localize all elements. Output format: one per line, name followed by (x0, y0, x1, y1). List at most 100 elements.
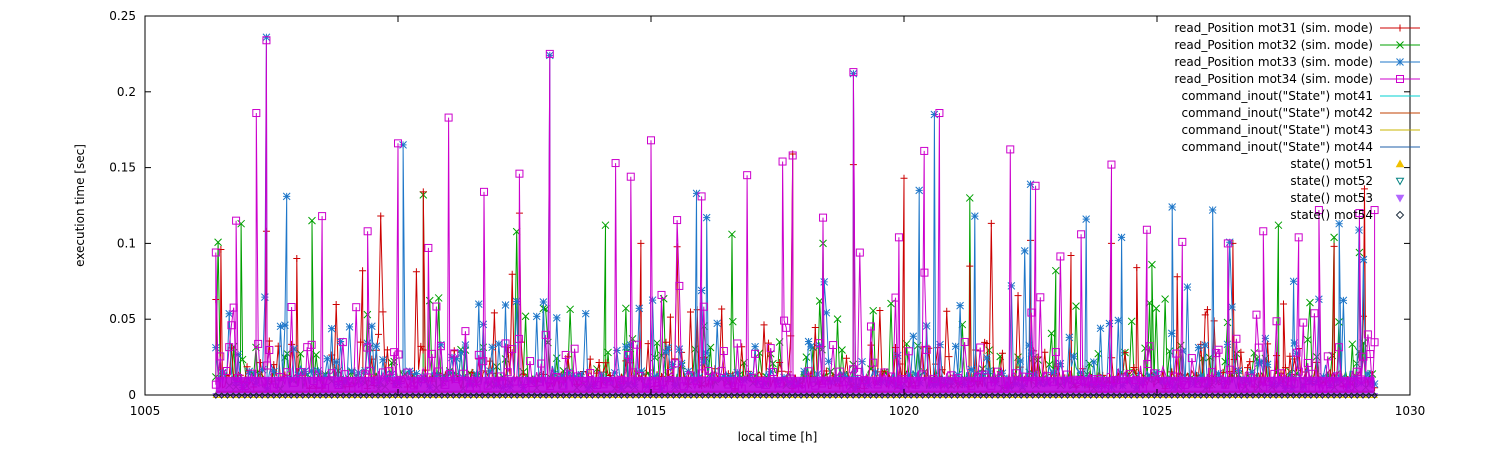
legend-item: state() mot52 (1290, 174, 1405, 188)
data-point (1246, 358, 1254, 366)
data-point (922, 345, 931, 354)
data-point (419, 346, 427, 354)
data-point (1395, 159, 1405, 168)
legend-item: command_inout("State") mot42 (1182, 106, 1420, 120)
data-point (1089, 358, 1098, 366)
data-point (338, 338, 347, 347)
data-point (263, 361, 272, 370)
data-point (1207, 368, 1216, 377)
data-point (1168, 203, 1177, 211)
data-point (849, 365, 858, 374)
legend-label: state() mot52 (1290, 174, 1373, 188)
data-point (390, 348, 399, 357)
data-point (1077, 230, 1086, 239)
data-point (1273, 352, 1281, 360)
data-point (1306, 298, 1314, 307)
data-point (760, 321, 768, 329)
data-point (437, 340, 445, 349)
data-point (1148, 260, 1156, 269)
data-point (970, 212, 979, 220)
data-point (444, 113, 453, 122)
x-tick-label: 1020 (889, 404, 920, 418)
data-point (1201, 341, 1210, 349)
data-point (225, 343, 234, 352)
data-point (956, 301, 964, 310)
data-point (1225, 365, 1234, 374)
data-point (245, 367, 254, 376)
data-point (566, 305, 575, 314)
data-point (1027, 349, 1036, 357)
data-point (1274, 221, 1283, 230)
data-point (1244, 364, 1252, 372)
data-point (367, 322, 376, 331)
data-point (692, 189, 701, 198)
data-point (802, 353, 811, 361)
data-point (869, 306, 878, 315)
data-point (515, 169, 524, 178)
data-point (1056, 252, 1065, 261)
data-point (719, 347, 728, 356)
data-point (702, 213, 711, 222)
data-point (552, 314, 561, 322)
data-point (1027, 308, 1036, 317)
data-point (281, 321, 289, 330)
data-point (537, 359, 546, 368)
data-point (461, 327, 470, 336)
data-point (778, 157, 787, 166)
y-tick-label: 0.1 (117, 236, 136, 250)
data-point (880, 368, 889, 377)
data-point (1142, 225, 1151, 234)
data-point (1228, 303, 1236, 311)
data-point (766, 367, 775, 376)
data-point (432, 302, 441, 311)
legend-label: state() mot54 (1290, 208, 1373, 222)
data-point (508, 345, 517, 354)
data-point (822, 308, 831, 317)
legend-label: state() mot51 (1290, 157, 1373, 171)
data-point (1082, 215, 1091, 223)
data-point (1339, 296, 1348, 305)
legend-label: read_Position mot34 (sim. mode) (1174, 72, 1373, 86)
data-point (1049, 368, 1058, 377)
data-point (448, 353, 456, 362)
data-point (1072, 302, 1080, 310)
legend-item: command_inout("State") mot41 (1182, 89, 1420, 103)
data-point (648, 296, 657, 304)
data-point (581, 309, 590, 318)
data-point (539, 298, 548, 306)
data-point (922, 322, 931, 330)
data-point (1395, 177, 1405, 186)
data-point (486, 357, 494, 365)
data-point (1094, 349, 1103, 358)
data-point (699, 302, 708, 311)
data-point (1360, 185, 1368, 193)
data-point (570, 344, 579, 353)
data-point (849, 68, 858, 77)
data-point (1263, 360, 1272, 369)
data-point (1051, 266, 1060, 275)
data-point (751, 349, 760, 358)
data-point (766, 344, 775, 353)
data-point (252, 109, 261, 118)
data-point (838, 346, 846, 354)
data-point (1303, 335, 1312, 344)
data-point (308, 216, 316, 225)
data-point (666, 369, 675, 378)
data-point (829, 341, 838, 350)
data-point (842, 354, 850, 362)
data-point (1225, 238, 1234, 247)
data-point (503, 368, 512, 377)
data-point (472, 370, 481, 379)
data-point (1127, 317, 1136, 326)
data-point (1167, 329, 1176, 338)
data-point (419, 188, 427, 196)
data-point (318, 212, 327, 221)
plot-area (211, 33, 1379, 400)
data-point (713, 319, 722, 328)
data-point (265, 346, 274, 355)
data-point (332, 358, 341, 366)
data-point (1323, 352, 1332, 361)
series-group (211, 33, 1379, 393)
data-point (1292, 348, 1301, 357)
